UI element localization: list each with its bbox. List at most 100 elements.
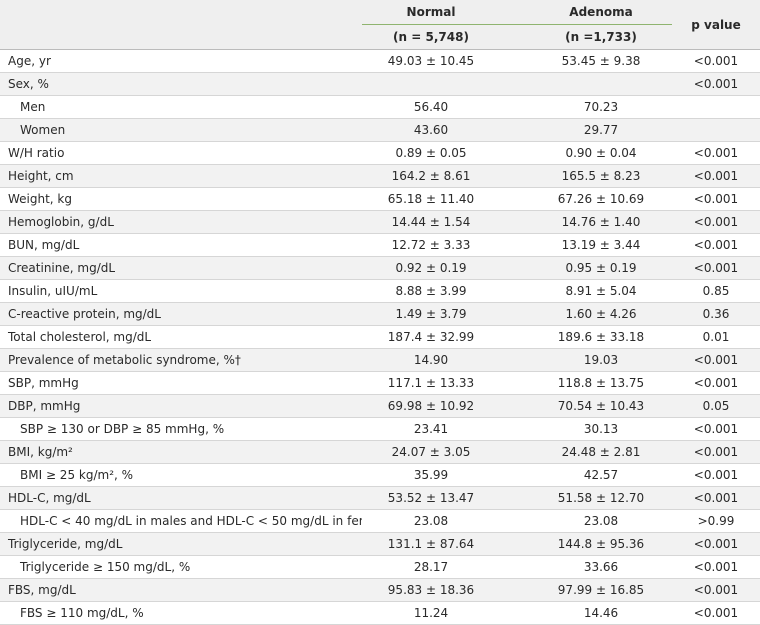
row-label: Insulin, uIU/mL (0, 279, 362, 303)
gap-cell (500, 141, 530, 165)
adenoma-value: 14.76 ± 1.40 (530, 210, 672, 234)
adenoma-value: 189.6 ± 33.18 (530, 325, 672, 349)
adenoma-value: 0.95 ± 0.19 (530, 256, 672, 280)
adenoma-value: 165.5 ± 8.23 (530, 164, 672, 188)
adenoma-value: 29.77 (530, 118, 672, 142)
table-row: Creatinine, mg/dL 0.92 ± 0.19 0.95 ± 0.19 <… (0, 256, 760, 280)
p-value: <0.001 (672, 348, 760, 372)
row-label: BUN, mg/dL (0, 233, 362, 257)
row-label: BMI ≥ 25 kg/m², % (0, 463, 362, 487)
adenoma-value: 51.58 ± 12.70 (530, 486, 672, 510)
normal-value: 35.99 (362, 463, 500, 487)
normal-value: 95.83 ± 18.36 (362, 578, 500, 602)
gap-cell (500, 210, 530, 234)
row-label: DBP, mmHg (0, 394, 362, 418)
adenoma-value: 30.13 (530, 417, 672, 441)
table-row: FBS, mg/dL 95.83 ± 18.36 97.99 ± 16.85 <0.0… (0, 578, 760, 602)
row-label: HDL-C, mg/dL (0, 486, 362, 510)
adenoma-value: 70.54 ± 10.43 (530, 394, 672, 418)
normal-value: 187.4 ± 32.99 (362, 325, 500, 349)
count-header: (n = 5,748) (362, 24, 500, 50)
p-value: <0.001 (672, 555, 760, 579)
row-label: Triglyceride ≥ 150 mg/dL, % (0, 555, 362, 579)
adenoma-value: 19.03 (530, 348, 672, 372)
adenoma-value: 24.48 ± 2.81 (530, 440, 672, 464)
table-row: Insulin, uIU/mL 8.88 ± 3.99 8.91 ± 5.04 0.8… (0, 279, 760, 303)
header-row: (n = 5,748) (n =1,733) (0, 24, 760, 50)
normal-value: 65.18 ± 11.40 (362, 187, 500, 211)
p-value (672, 95, 760, 119)
normal-value: 28.17 (362, 555, 500, 579)
row-label: Men (0, 95, 362, 119)
gap-cell (500, 371, 530, 395)
p-value: <0.001 (672, 72, 760, 96)
normal-value: 69.98 ± 10.92 (362, 394, 500, 418)
gap-cell (500, 302, 530, 326)
p-value: <0.001 (672, 578, 760, 602)
gap-cell (500, 509, 530, 533)
normal-value: 23.41 (362, 417, 500, 441)
normal-value: 49.03 ± 10.45 (362, 49, 500, 73)
p-value: <0.001 (672, 256, 760, 280)
table-row: Weight, kg 65.18 ± 11.40 67.26 ± 10.69 <0.0… (0, 187, 760, 211)
gap-cell (500, 348, 530, 372)
row-label: Triglyceride, mg/dL (0, 532, 362, 556)
adenoma-value: 1.60 ± 4.26 (530, 302, 672, 326)
table-row: SBP ≥ 130 or DBP ≥ 85 mmHg, % 23.41 30.13 <… (0, 417, 760, 441)
adenoma-value: 0.90 ± 0.04 (530, 141, 672, 165)
normal-value (362, 72, 500, 96)
normal-value: 56.40 (362, 95, 500, 119)
p-value: <0.001 (672, 49, 760, 73)
count-header: (n =1,733) (530, 24, 672, 50)
table-row: DBP, mmHg 69.98 ± 10.92 70.54 ± 10.43 0.05 (0, 394, 760, 418)
adenoma-value: 97.99 ± 16.85 (530, 578, 672, 602)
row-label: Women (0, 118, 362, 142)
normal-value: 131.1 ± 87.64 (362, 532, 500, 556)
table-row: BMI, kg/m² 24.07 ± 3.05 24.48 ± 2.81 <0.001 (0, 440, 760, 464)
p-value: 0.85 (672, 279, 760, 303)
row-label: Sex, % (0, 72, 362, 96)
table-row: HDL-C < 40 mg/dL in males and HDL-C < 50… (0, 509, 760, 533)
row-label: FBS ≥ 110 mg/dL, % (0, 601, 362, 625)
table-row: HDL-C, mg/dL 53.52 ± 13.47 51.58 ± 12.70 <0… (0, 486, 760, 510)
row-label: Weight, kg (0, 187, 362, 211)
adenoma-value: 23.08 (530, 509, 672, 533)
gap-cell (500, 325, 530, 349)
gap-cell (500, 72, 530, 96)
adenoma-value: 42.57 (530, 463, 672, 487)
p-value: <0.001 (672, 164, 760, 188)
adenoma-value: 144.8 ± 95.36 (530, 532, 672, 556)
p-value: <0.001 (672, 532, 760, 556)
table-row: Sex, % <0.001 (0, 72, 760, 96)
table-row: Women 43.60 29.77 (0, 118, 760, 142)
p-value: <0.001 (672, 141, 760, 165)
gap-cell (500, 417, 530, 441)
row-label: W/H ratio (0, 141, 362, 165)
adenoma-value: 67.26 ± 10.69 (530, 187, 672, 211)
normal-value: 164.2 ± 8.61 (362, 164, 500, 188)
row-label: Total cholesterol, mg/dL (0, 325, 362, 349)
gap-cell (500, 394, 530, 418)
normal-value: 117.1 ± 13.33 (362, 371, 500, 395)
normal-value: 43.60 (362, 118, 500, 142)
table-row: Prevalence of metabolic syndrome, %† 14.9… (0, 348, 760, 372)
row-label: FBS, mg/dL (0, 578, 362, 602)
adenoma-value: 70.23 (530, 95, 672, 119)
table-row: BMI ≥ 25 kg/m², % 35.99 42.57 <0.001 (0, 463, 760, 487)
table-row: Age, yr 49.03 ± 10.45 53.45 ± 9.38 <0.001 (0, 49, 760, 73)
normal-value: 12.72 ± 3.33 (362, 233, 500, 257)
table-row: SBP, mmHg 117.1 ± 13.33 118.8 ± 13.75 <0.00… (0, 371, 760, 395)
table-row: BUN, mg/dL 12.72 ± 3.33 13.19 ± 3.44 <0.001 (0, 233, 760, 257)
adenoma-value (530, 72, 672, 96)
normal-value: 24.07 ± 3.05 (362, 440, 500, 464)
normal-value: 14.90 (362, 348, 500, 372)
table-header: Normal Adenoma p value (n = 5,748) (n =1… (0, 0, 760, 50)
adenoma-value: 33.66 (530, 555, 672, 579)
gap-cell (500, 49, 530, 73)
table-row: Triglyceride, mg/dL 131.1 ± 87.64 144.8 ± … (0, 532, 760, 556)
normal-value: 1.49 ± 3.79 (362, 302, 500, 326)
gap-cell (500, 233, 530, 257)
p-value: 0.05 (672, 394, 760, 418)
